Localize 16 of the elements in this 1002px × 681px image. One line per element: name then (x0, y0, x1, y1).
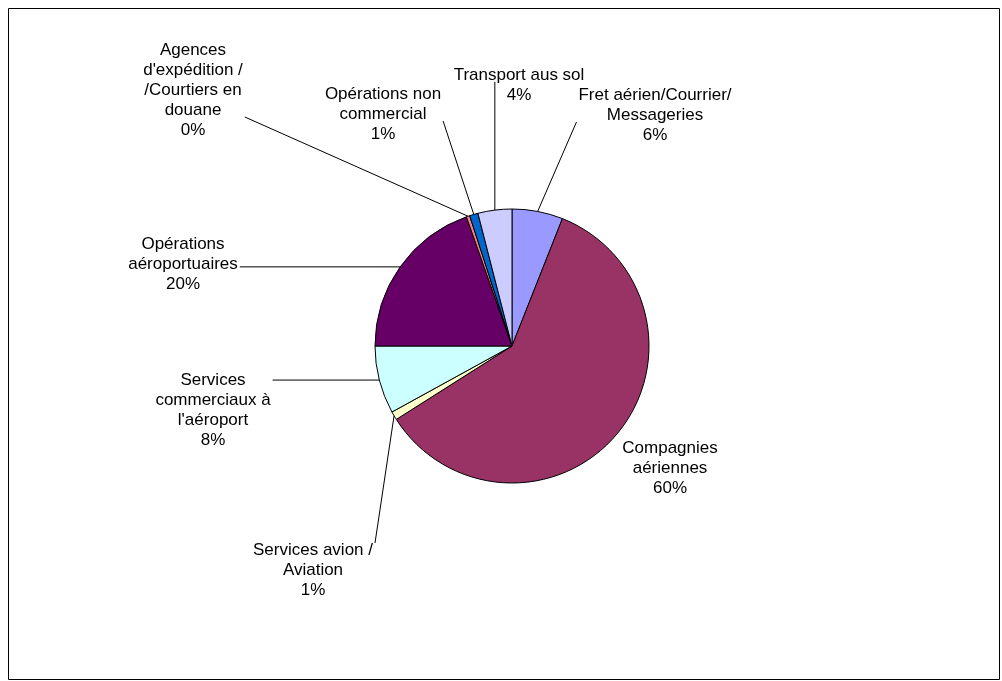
slice-label: Services commerciaux à l'aéroport (155, 369, 272, 429)
slice-label: Agences d'expédition / /Courtiers en douane (143, 39, 244, 119)
data-label: 4% (506, 84, 532, 104)
data-label: 1% (300, 579, 326, 599)
data-label: 6% (642, 124, 668, 144)
slice-label: Compagnies aériennes (622, 437, 718, 477)
slice-label: Opérations non commercial (324, 83, 442, 123)
data-label: 60% (652, 477, 688, 497)
data-label: 20% (165, 273, 201, 293)
slice-label: Services avion / Aviation (253, 539, 374, 579)
data-label: 8% (200, 429, 226, 449)
data-label: 0% (180, 119, 206, 139)
slice-label: Fret aérien/Courrier/ Messageries (578, 84, 732, 124)
slice-label: Transport aus sol (453, 64, 585, 84)
slice-label: Opérations aéroportuaires (128, 233, 238, 273)
data-label: 1% (370, 123, 396, 143)
